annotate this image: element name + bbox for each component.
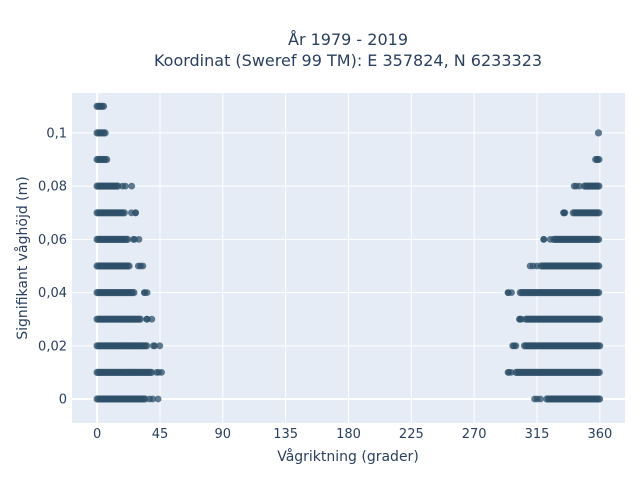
x-axis-ticks: 0 45 90 135 180 225 270 315 360 xyxy=(93,427,612,442)
data-point xyxy=(572,182,580,190)
y-axis-title: Signifikant våghöjd (m) xyxy=(14,176,31,339)
data-point xyxy=(595,155,603,164)
data-point xyxy=(125,262,133,270)
data-point xyxy=(529,262,537,270)
y-tick-label: 0 xyxy=(59,393,67,408)
data-point xyxy=(149,395,157,403)
data-point xyxy=(132,209,140,217)
data-point xyxy=(595,262,603,270)
data-point xyxy=(507,369,515,376)
x-tick-label: 135 xyxy=(273,427,298,442)
data-point xyxy=(596,342,604,350)
data-point xyxy=(158,369,166,376)
data-point xyxy=(595,315,604,323)
x-tick-label: 225 xyxy=(399,427,424,442)
data-point xyxy=(148,315,156,323)
data-point xyxy=(596,395,604,403)
data-point xyxy=(123,235,132,243)
y-tick-label: 0,02 xyxy=(38,339,67,354)
y-tick-label: 0,1 xyxy=(46,126,67,141)
data-point xyxy=(131,236,139,243)
data-point xyxy=(594,129,603,137)
x-tick-label: 315 xyxy=(525,427,550,442)
data-point xyxy=(128,182,136,190)
data-point xyxy=(595,368,603,376)
data-point xyxy=(509,342,517,350)
chart-title-line-1: År 1979 - 2019 xyxy=(288,30,408,49)
y-tick-label: 0,04 xyxy=(38,286,67,301)
x-tick-label: 90 xyxy=(215,427,232,442)
data-point xyxy=(595,209,603,217)
data-point xyxy=(150,342,157,350)
x-axis-title: Vågriktning (grader) xyxy=(277,448,419,465)
data-point xyxy=(516,315,524,323)
data-point xyxy=(595,235,603,243)
data-point xyxy=(139,262,147,270)
x-tick-label: 45 xyxy=(152,427,169,442)
data-point xyxy=(560,209,568,217)
data-point xyxy=(595,289,603,297)
x-tick-label: 270 xyxy=(462,427,487,442)
data-point xyxy=(143,342,151,350)
x-tick-label: 0 xyxy=(93,427,101,442)
y-tick-label: 0,06 xyxy=(38,233,67,248)
data-point xyxy=(154,395,162,403)
data-point xyxy=(595,182,603,190)
data-point xyxy=(122,182,129,190)
data-point xyxy=(546,236,554,243)
x-tick-label: 180 xyxy=(336,427,361,442)
data-point xyxy=(136,315,144,323)
data-point xyxy=(103,155,111,164)
y-axis-ticks: 0 0,02 0,04 0,06 0,08 0,1 xyxy=(38,126,67,407)
data-point xyxy=(531,395,538,403)
data-point xyxy=(140,289,148,296)
y-tick-label: 0,08 xyxy=(38,180,67,195)
data-point xyxy=(156,342,164,350)
data-point xyxy=(147,368,156,376)
data-point xyxy=(504,289,512,296)
x-tick-label: 360 xyxy=(587,427,612,442)
data-point xyxy=(540,236,548,243)
data-point xyxy=(130,289,138,297)
data-point xyxy=(99,102,108,110)
data-point xyxy=(101,129,109,137)
data-points xyxy=(93,102,604,403)
data-point xyxy=(143,315,151,323)
data-point xyxy=(120,209,128,217)
chart-title-line-2: Koordinat (Sweref 99 TM): E 357824, N 62… xyxy=(154,51,542,70)
